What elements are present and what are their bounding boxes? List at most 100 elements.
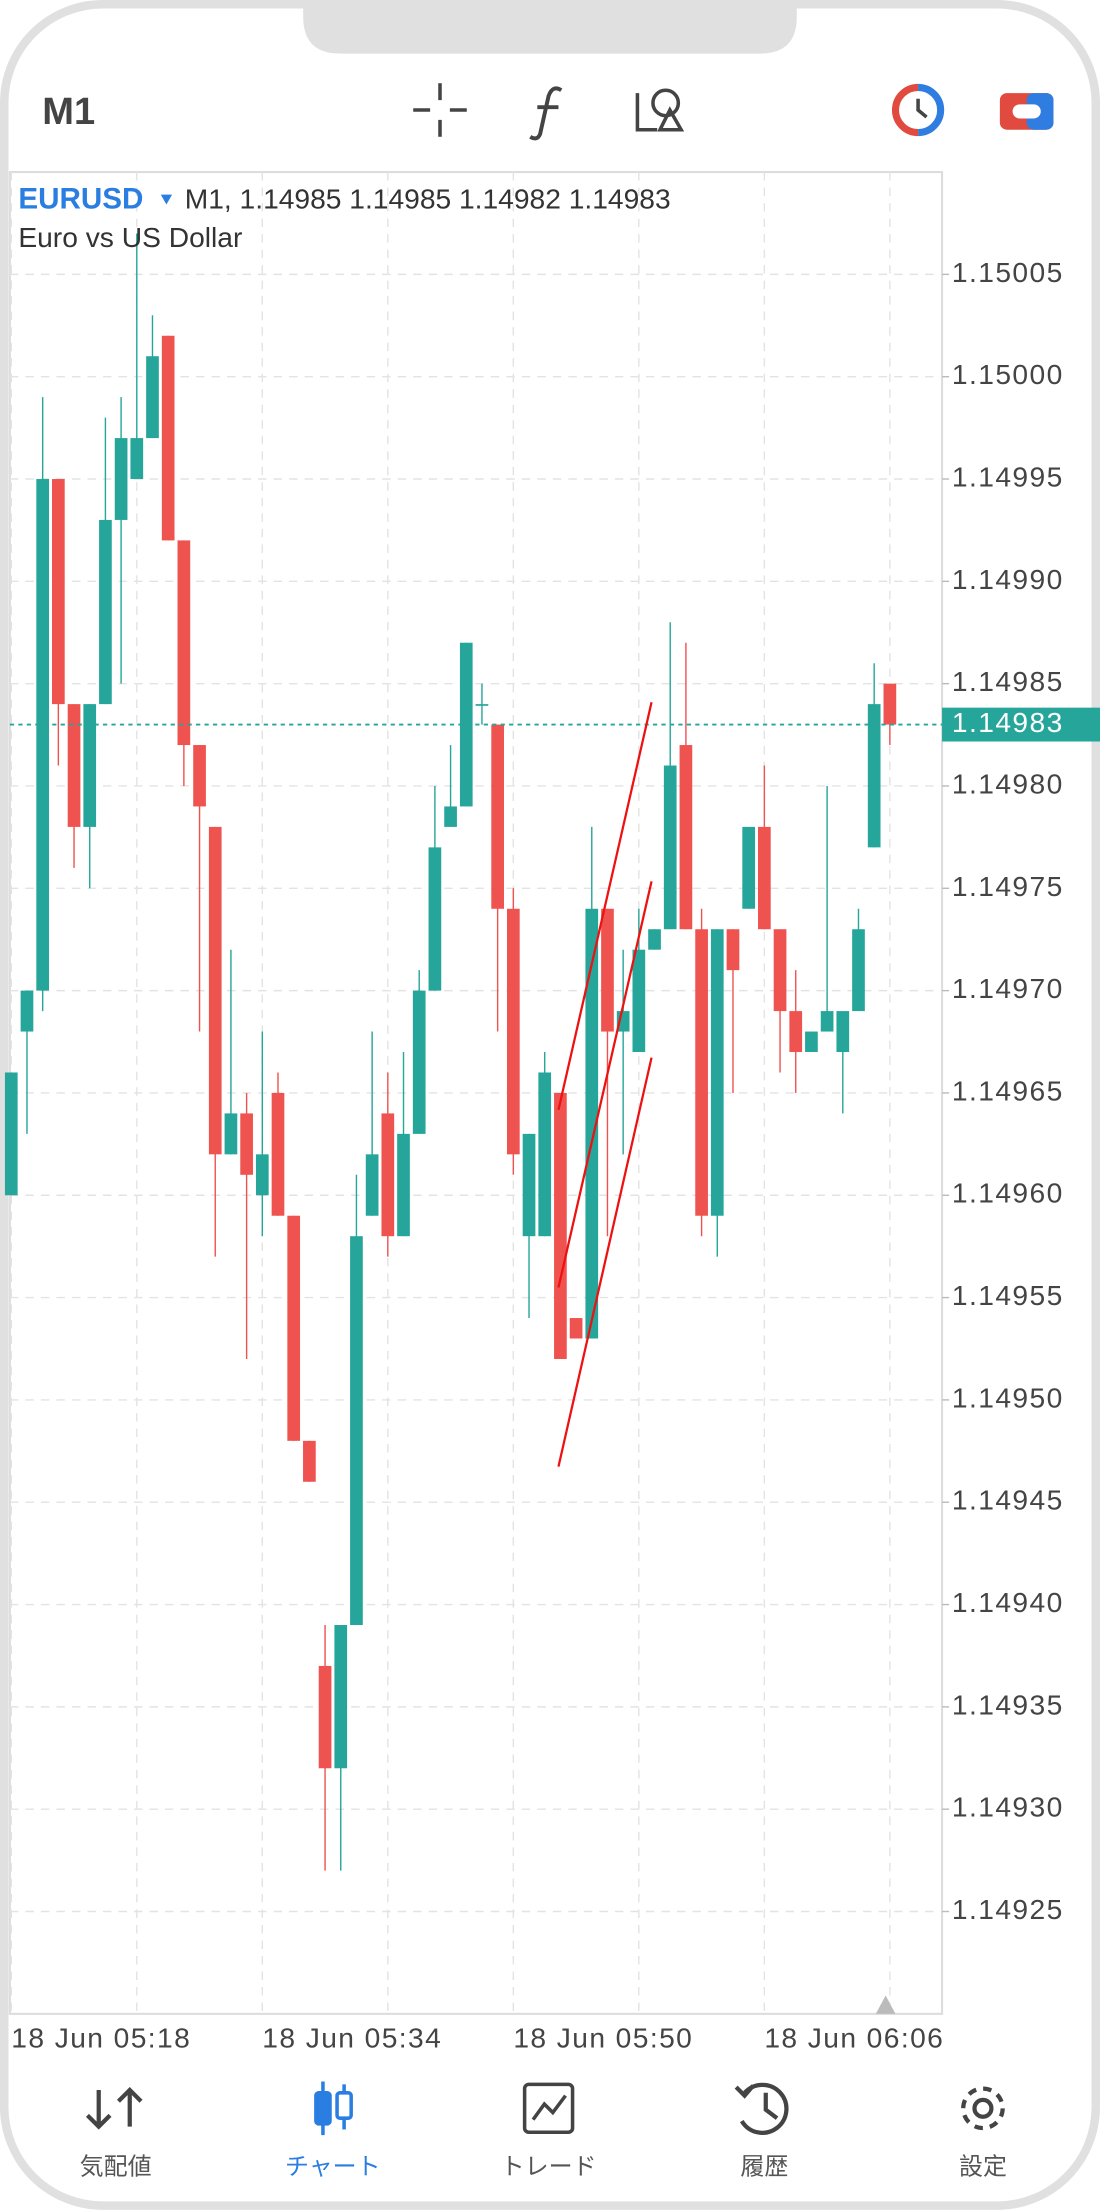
plot: 1.15005 1.15000 1.14995 1.14990 1.14985 1.149… — [4, 172, 1100, 2054]
candle-body — [663, 765, 677, 930]
account-icon[interactable] — [891, 83, 945, 137]
y-tick-label: 1.15000 — [952, 358, 1064, 390]
candle-body — [303, 1440, 316, 1482]
y-tick-label: 1.14965 — [952, 1074, 1064, 1106]
candle-body — [208, 826, 222, 1155]
candle-body — [365, 1154, 379, 1216]
y-tick-label: 1.14940 — [952, 1586, 1064, 1618]
current-price-label: 1.14983 — [952, 706, 1064, 738]
y-tick-label: 1.14995 — [952, 460, 1064, 492]
nav-label[interactable]: 履歴 — [740, 2154, 788, 2181]
y-tick-label: 1.14960 — [952, 1177, 1064, 1209]
y-tick-label: 1.14985 — [952, 665, 1064, 697]
candle-body — [695, 929, 708, 1216]
candle-body — [789, 1011, 803, 1053]
candle-body — [569, 1318, 583, 1339]
trade-icon[interactable] — [999, 93, 1054, 130]
candle-body — [4, 1072, 18, 1196]
y-tick-label: 1.14945 — [952, 1484, 1064, 1516]
nav-label[interactable]: トレード — [501, 2154, 597, 2181]
y-tick-label: 1.14970 — [952, 972, 1064, 1004]
trend-lines[interactable] — [557, 702, 653, 1467]
y-tick-label: 1.14935 — [952, 1688, 1064, 1720]
candle-body — [350, 1236, 363, 1626]
candle-body — [522, 1133, 536, 1237]
candle-body — [83, 704, 97, 827]
x-tick-label: 18 Jun 05:34 — [262, 2022, 442, 2054]
objects-icon[interactable] — [635, 88, 685, 132]
candle-body — [632, 949, 646, 1053]
candle-body — [397, 1133, 410, 1237]
y-tick-label: 1.14930 — [952, 1791, 1064, 1823]
candle-body — [193, 745, 206, 807]
nav-label[interactable]: 気配値 — [80, 2154, 152, 2181]
candle-body — [820, 1011, 834, 1032]
candle-body — [883, 683, 897, 725]
candle-body — [177, 540, 191, 746]
candle-body — [648, 929, 661, 950]
x-tick-label: 18 Jun 06:06 — [764, 2022, 944, 2054]
candle-body — [67, 704, 81, 827]
ohlc-text: M1, 1.14985 1.14985 1.14982 1.14983 — [185, 183, 671, 215]
nav-label[interactable]: チャート — [285, 2154, 381, 2181]
candle-body — [679, 745, 693, 930]
candle-body — [601, 908, 614, 1032]
candle-body — [130, 438, 144, 480]
candle-body — [114, 438, 128, 520]
y-tick-label: 1.14950 — [952, 1381, 1064, 1413]
candle-body — [475, 704, 489, 706]
symbol[interactable]: EURUSD — [18, 183, 143, 216]
candle-body — [52, 479, 65, 705]
candle-body — [287, 1215, 301, 1441]
candle-body — [240, 1113, 253, 1175]
candle-body — [852, 929, 865, 1012]
nav-chart-icon[interactable] — [314, 2081, 353, 2136]
candle-body — [146, 356, 159, 439]
candle-body — [99, 519, 112, 705]
candle-body — [271, 1092, 285, 1216]
x-tick-label: 18 Jun 05:50 — [513, 2022, 693, 2054]
candle-body — [318, 1665, 332, 1769]
candle-body — [726, 929, 740, 971]
candle-body — [836, 1011, 850, 1053]
y-tick-label: 1.15005 — [952, 256, 1064, 288]
candle-body — [773, 929, 787, 1012]
x-tick-label: 18 Jun 05:18 — [11, 2022, 191, 2054]
timeframe-button[interactable]: M1 — [42, 91, 95, 133]
candle-body — [805, 1031, 818, 1053]
candle-body — [554, 1092, 567, 1359]
nav-quotes-icon[interactable] — [85, 2086, 143, 2130]
notch — [303, 0, 797, 54]
candle-body — [36, 479, 50, 991]
candle-body — [20, 990, 34, 1032]
candle-body — [161, 335, 175, 541]
candle-body — [334, 1625, 348, 1769]
candle-body — [758, 826, 771, 930]
candle-body — [428, 847, 442, 991]
candle-body — [381, 1113, 395, 1237]
current-price-box — [942, 707, 1100, 742]
y-tick-label: 1.14980 — [952, 767, 1064, 799]
nav-trade-icon[interactable] — [522, 2082, 575, 2135]
symbol-description: Euro vs US Dollar — [18, 221, 242, 253]
candle-body — [491, 724, 504, 909]
y-tick-label: 1.14925 — [952, 1893, 1064, 1925]
candle-body — [412, 990, 426, 1134]
candle-body — [742, 826, 756, 909]
candle-body — [255, 1154, 269, 1196]
scroll-marker — [875, 1995, 896, 2014]
symbol-dropdown[interactable] — [160, 194, 173, 205]
candle-body — [459, 642, 473, 807]
candle-body — [224, 1113, 238, 1155]
candle-body — [585, 908, 599, 1339]
indicator-icon[interactable] — [529, 86, 563, 141]
candle-body — [444, 806, 457, 827]
nav-label[interactable]: 設定 — [959, 2154, 1007, 2181]
y-tick-label: 1.14975 — [952, 870, 1064, 902]
crosshair-icon[interactable] — [413, 83, 467, 137]
y-tick-label: 1.14990 — [952, 563, 1064, 595]
candle-body — [710, 929, 724, 1216]
nav-history-icon[interactable] — [734, 2082, 789, 2135]
y-tick-label: 1.14955 — [952, 1279, 1064, 1311]
